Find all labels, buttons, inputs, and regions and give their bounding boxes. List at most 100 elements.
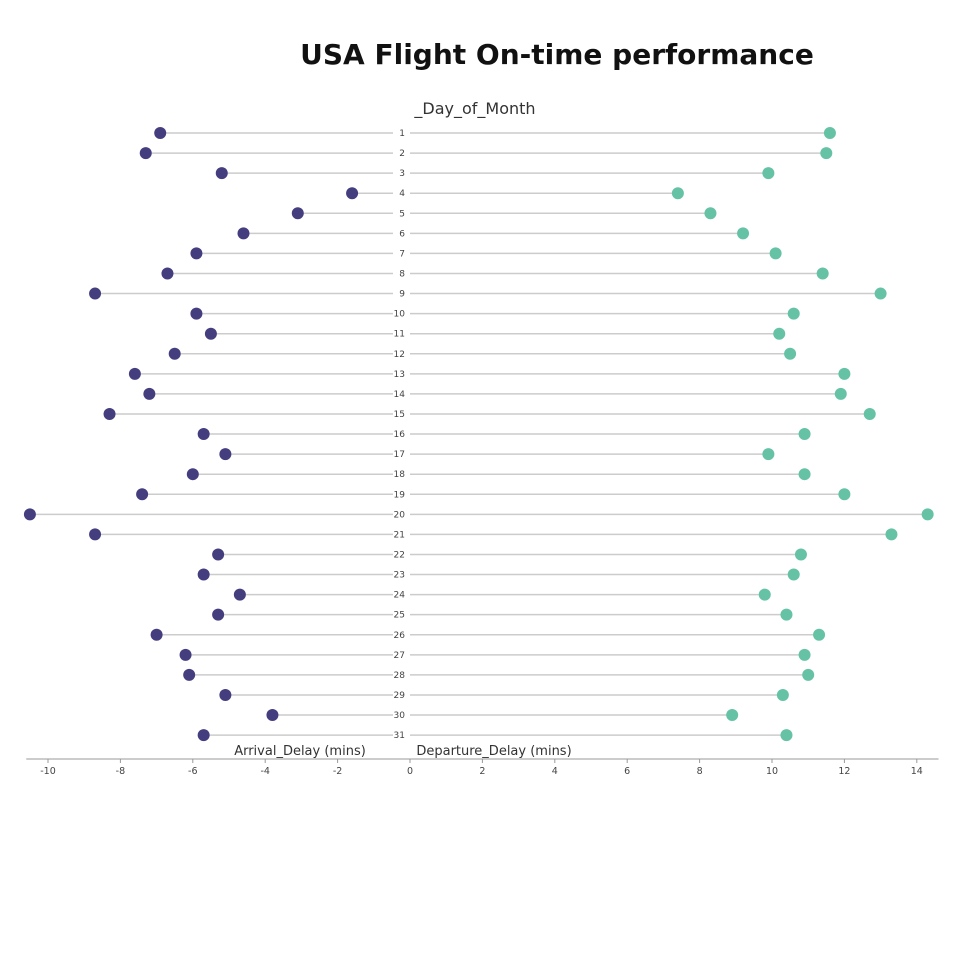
day-of-month-label: 15	[394, 410, 405, 420]
day-of-month-label: 23	[394, 571, 405, 581]
x-axis-tick-label: -10	[40, 766, 56, 777]
arrival-delay-dot	[197, 428, 210, 441]
departure-delay-dot	[758, 588, 771, 601]
day-of-month-label: 1	[399, 129, 405, 139]
departure-delay-dot	[787, 307, 800, 320]
arrival-delay-dot	[186, 468, 199, 481]
day-of-month-label: 31	[394, 731, 405, 741]
departure-delay-dot	[798, 468, 811, 481]
departure-delay-dot	[921, 508, 934, 521]
day-of-month-label: 17	[394, 450, 405, 460]
arrival-delay-dot	[128, 367, 141, 380]
day-of-month-label: 27	[394, 651, 405, 661]
day-of-month-label: 11	[394, 330, 405, 340]
arrival-delay-dot	[197, 568, 210, 581]
arrival-delay-dot	[183, 668, 196, 681]
departure-axis-label: Departure_Delay (mins)	[416, 744, 571, 759]
departure-delay-dot	[813, 628, 826, 641]
departure-delay-dot	[762, 448, 775, 461]
x-axis-tick-label: 4	[552, 766, 558, 777]
day-of-month-label: 24	[394, 591, 406, 601]
departure-delay-dot	[704, 207, 717, 220]
day-of-month-label: 4	[399, 189, 405, 199]
arrival-delay-dot	[219, 688, 232, 701]
chart-title: USA Flight On-time performance	[300, 38, 814, 71]
x-axis-tick-label: 8	[697, 766, 703, 777]
day-of-month-label: 14	[394, 390, 406, 400]
x-axis-tick-label: 2	[479, 766, 485, 777]
chart-rows: 1234567891011121314151617181920212223242…	[23, 127, 934, 742]
arrival-delay-dot	[139, 147, 152, 160]
day-of-month-label: 12	[394, 350, 405, 360]
day-of-month-label: 16	[394, 430, 406, 440]
departure-delay-dot	[816, 267, 829, 280]
day-of-month-label: 10	[394, 310, 406, 320]
arrival-delay-dot	[237, 227, 250, 240]
arrival-axis-label: Arrival_Delay (mins)	[234, 744, 366, 759]
x-axis-tick-label: -2	[333, 766, 342, 777]
departure-delay-dot	[838, 367, 851, 380]
departure-delay-dot	[838, 488, 851, 501]
day-of-month-label: 25	[394, 611, 405, 621]
day-of-month-label: 3	[399, 169, 405, 179]
arrival-delay-dot	[154, 127, 167, 139]
x-axis-tick-label: 6	[624, 766, 630, 777]
day-of-month-label: 2	[399, 149, 405, 159]
arrival-delay-dot	[212, 608, 225, 621]
arrival-delay-dot	[103, 407, 116, 420]
arrival-delay-dot	[136, 488, 149, 501]
x-axis-tick-label: 10	[766, 766, 778, 777]
arrival-delay-dot	[143, 387, 156, 400]
arrival-delay-dot	[197, 729, 210, 742]
day-of-month-label: 7	[399, 249, 405, 259]
x-axis-tick-label: 12	[838, 766, 850, 777]
day-of-month-label: 8	[399, 269, 405, 279]
departure-delay-dot	[776, 688, 789, 701]
departure-delay-dot	[780, 729, 793, 742]
day-of-month-label: 30	[394, 711, 406, 721]
day-of-month-label: 22	[394, 550, 405, 560]
x-axis-tick-label: 0	[407, 766, 413, 777]
day-of-month-label: 5	[399, 209, 405, 219]
arrival-delay-dot	[346, 187, 359, 200]
departure-delay-dot	[784, 347, 797, 360]
arrival-delay-dot	[23, 508, 36, 521]
day-of-month-label: 9	[399, 290, 405, 300]
x-axis-tick-label: -6	[188, 766, 197, 777]
day-of-month-label: 13	[394, 370, 405, 380]
day-of-month-label: 29	[394, 691, 406, 701]
arrival-delay-dot	[291, 207, 304, 220]
arrival-delay-dot	[204, 327, 217, 340]
departure-delay-dot	[863, 407, 876, 420]
day-of-month-label: 26	[394, 631, 406, 641]
day-of-month-label: 20	[394, 510, 406, 520]
departure-delay-dot	[820, 147, 833, 160]
arrival-delay-dot	[89, 528, 102, 541]
arrival-delay-dot	[219, 448, 232, 461]
center-axis-title: _Day_of_Month	[413, 99, 535, 119]
arrival-delay-dot	[215, 167, 228, 180]
departure-delay-dot	[802, 668, 815, 681]
arrival-delay-dot	[89, 287, 102, 300]
departure-delay-dot	[823, 127, 836, 139]
arrival-delay-dot	[161, 267, 174, 280]
departure-delay-dot	[671, 187, 684, 200]
departure-delay-dot	[798, 648, 811, 661]
departure-delay-dot	[769, 247, 782, 260]
day-of-month-label: 19	[394, 490, 406, 500]
arrival-delay-dot	[168, 347, 181, 360]
departure-delay-dot	[780, 608, 793, 621]
day-of-month-label: 28	[394, 671, 406, 681]
departure-delay-dot	[726, 709, 739, 722]
arrival-delay-dot	[190, 247, 203, 260]
arrival-delay-dot	[212, 548, 225, 561]
departure-delay-dot	[737, 227, 750, 240]
departure-delay-dot	[787, 568, 800, 581]
arrival-delay-dot	[266, 709, 279, 722]
x-axis: -10 -8 -6 -4 -2 0 2 4 6 8 10 12 14	[26, 758, 939, 777]
day-of-month-label: 6	[399, 229, 405, 239]
x-axis-tick-label: -8	[116, 766, 125, 777]
arrival-delay-dot	[233, 588, 246, 601]
